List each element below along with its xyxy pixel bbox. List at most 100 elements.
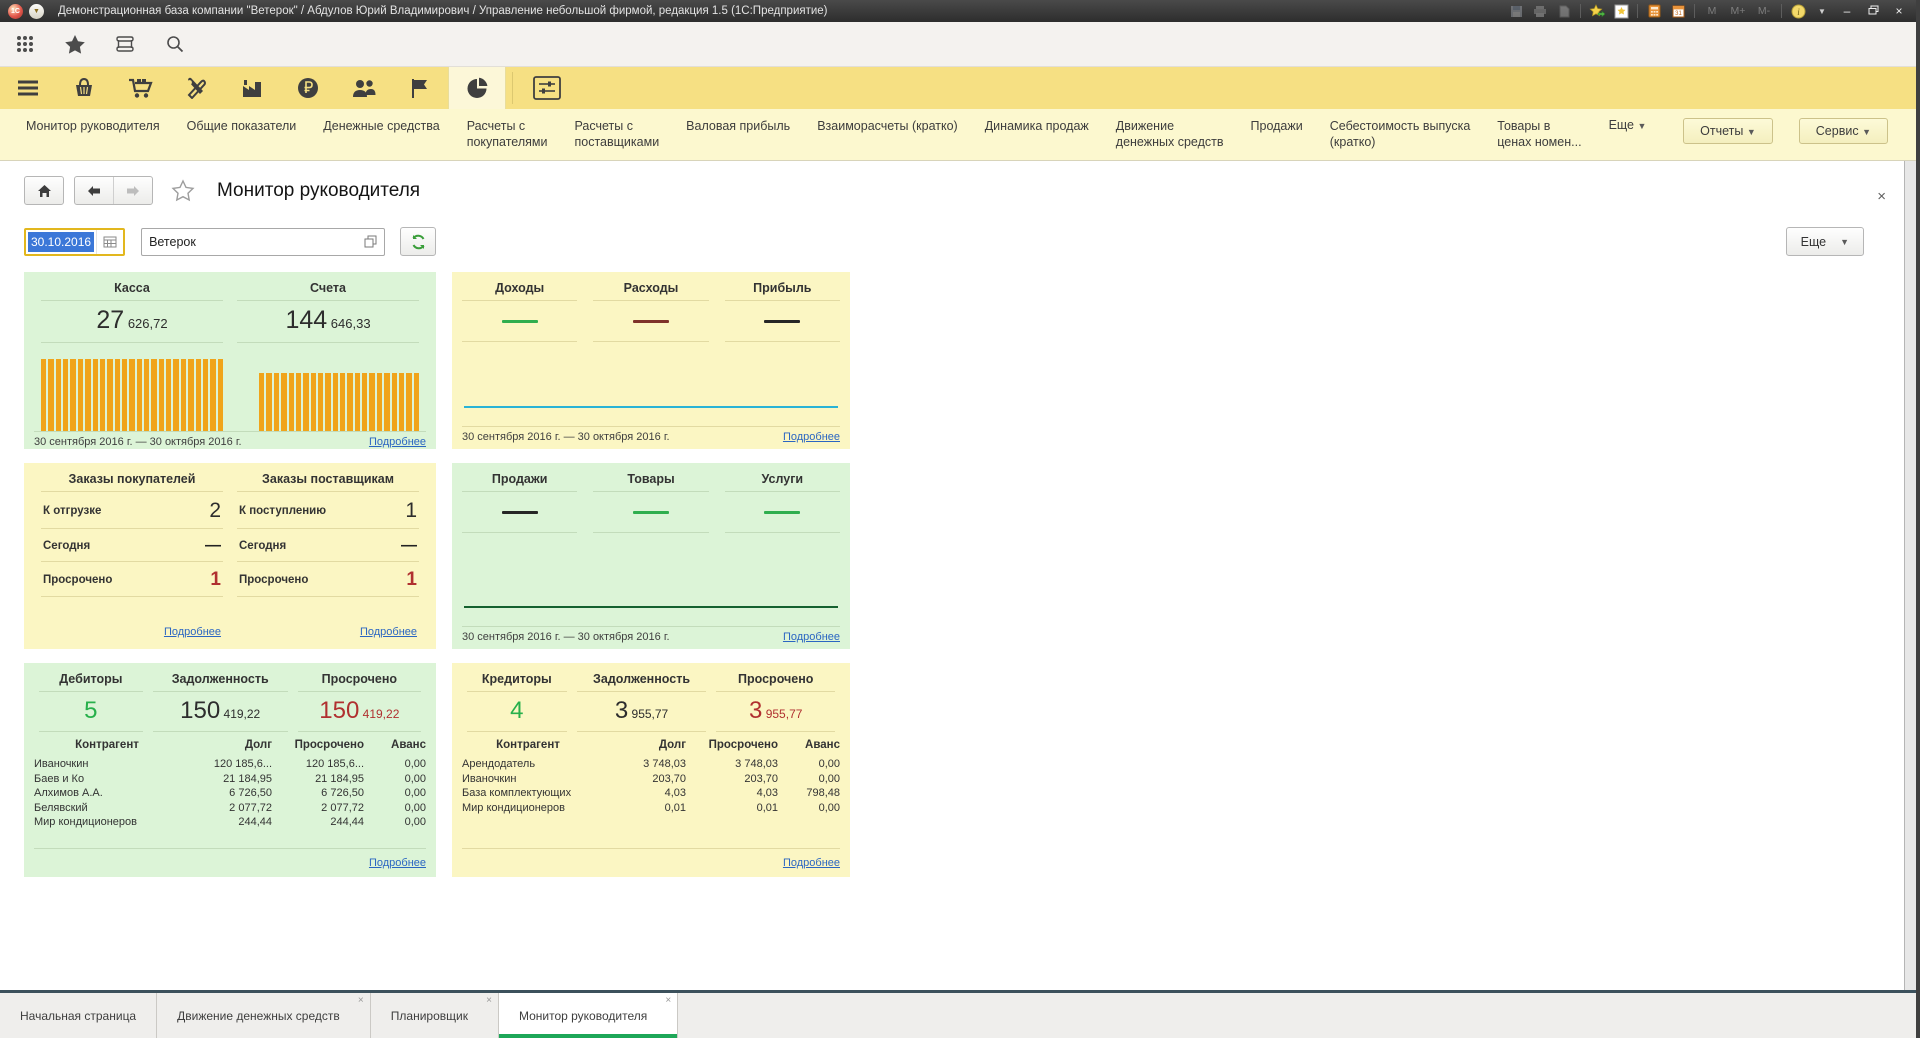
section-menu-item[interactable]: Расчеты с поставщиками: [574, 119, 660, 149]
taskbar-tab[interactable]: Начальная страница: [0, 993, 158, 1038]
spark-bar: [188, 359, 194, 431]
section-purchases-cart-icon[interactable]: [112, 67, 168, 109]
orders-details-link[interactable]: Подробнее: [163, 626, 221, 638]
home-button[interactable]: [24, 176, 64, 205]
spark-bar: [107, 359, 113, 431]
history-icon[interactable]: [114, 33, 136, 55]
filter-row: 30.10.2016 Ветерок Еще ▼: [24, 227, 1916, 256]
taskbar-tab[interactable]: Планировщик ×: [371, 993, 499, 1038]
section-menu-item[interactable]: Взаиморасчеты (кратко): [817, 119, 958, 133]
taskbar-tab-label: Начальная страница: [20, 1008, 137, 1023]
taskbar-tab[interactable]: Монитор руководителя ×: [498, 993, 679, 1038]
restore-button[interactable]: [1864, 4, 1882, 18]
date-input[interactable]: 30.10.2016: [24, 227, 126, 256]
service-button[interactable]: Сервис ▼: [1798, 118, 1888, 144]
cash-details-link[interactable]: Подробнее: [368, 436, 426, 448]
section-crm-flag-icon[interactable]: [392, 67, 448, 109]
close-tab-icon[interactable]: ×: [665, 995, 672, 1006]
section-personnel-people-icon[interactable]: [336, 67, 392, 109]
close-window-button[interactable]: ×: [1895, 4, 1903, 18]
section-menu-item[interactable]: Расчеты с покупателями: [466, 119, 548, 149]
titlebar-left: 1С ▼ Демонстрационная база компании "Вет…: [0, 3, 836, 19]
debtors-details-link[interactable]: Подробнее: [368, 857, 426, 869]
chevron-down-icon: ▼: [1840, 236, 1849, 247]
value-integer: 150: [319, 697, 360, 724]
memory-subtract-button[interactable]: M-: [1757, 5, 1771, 17]
section-analysis-pie-icon[interactable]: [448, 67, 506, 109]
forward-button[interactable]: [113, 177, 152, 204]
back-button[interactable]: [75, 177, 113, 204]
card-column-title: Заказы поставщикам: [237, 469, 419, 492]
section-money-ruble-icon[interactable]: [280, 67, 336, 109]
spark-bar: [273, 373, 280, 431]
card-column-title: Продажи: [462, 469, 578, 492]
summary-title: Задолженность: [152, 669, 288, 692]
section-menu-item[interactable]: Общие показатели: [186, 119, 297, 133]
calendar-icon[interactable]: 31: [1670, 3, 1686, 19]
cash-card: Касса 27 626,72 Счета 144 646,33 30 сентябр…: [24, 272, 436, 449]
calendar-picker-icon[interactable]: [96, 229, 123, 254]
close-tab-icon[interactable]: ×: [486, 995, 492, 1006]
finance-details-link[interactable]: Подробнее: [782, 431, 840, 443]
search-icon[interactable]: [164, 33, 186, 55]
menu-more-button[interactable]: Еще ▼: [1608, 118, 1647, 132]
minimize-button[interactable]: –: [1843, 4, 1851, 18]
print-icon[interactable]: [1532, 3, 1548, 19]
section-menu-item[interactable]: Движение денежных средств: [1115, 119, 1224, 149]
favorites-star-icon[interactable]: [64, 33, 86, 55]
choose-from-list-icon[interactable]: [357, 229, 384, 255]
taskbar-tab[interactable]: Движение денежных средств ×: [157, 993, 371, 1038]
section-production-factory-icon[interactable]: [224, 67, 280, 109]
vertical-scrollbar[interactable]: [1904, 161, 1916, 990]
section-menu-item[interactable]: Себестоимость выпуска (кратко): [1329, 119, 1471, 149]
page-more-button[interactable]: Еще ▼: [1785, 227, 1864, 256]
orders-row: Просрочено 1: [41, 562, 223, 597]
chevron-down-icon: ▼: [1746, 127, 1756, 137]
section-settings-sliders-icon[interactable]: [519, 67, 575, 109]
sales-details-link[interactable]: Подробнее: [782, 631, 840, 643]
table-cell: 203,70: [652, 772, 686, 785]
section-menu-item[interactable]: Динамика продаж: [984, 119, 1089, 133]
card-column-title: Прибыль: [724, 278, 840, 301]
summary-title: Дебиторы: [39, 669, 143, 692]
info-dropdown-icon[interactable]: ▼: [1818, 6, 1826, 16]
info-icon[interactable]: i: [1790, 3, 1806, 19]
close-tab-icon[interactable]: ×: [357, 995, 364, 1006]
section-menu-item[interactable]: Монитор руководителя: [26, 119, 160, 133]
spark-bar: [77, 359, 84, 431]
spark-bar: [173, 359, 179, 431]
company-value[interactable]: Ветерок: [149, 234, 196, 249]
spark-bar: [180, 359, 187, 431]
spark-bar: [317, 373, 324, 431]
dashboard-cards: Касса 27 626,72 Счета 144 646,33 30 сентябр…: [24, 272, 1916, 877]
all-functions-menu-icon[interactable]: [14, 33, 36, 55]
close-page-icon[interactable]: ×: [1877, 188, 1886, 205]
section-menu-item[interactable]: Продажи: [1250, 119, 1303, 133]
calculator-icon[interactable]: [1646, 3, 1662, 19]
section-main-menu-icon[interactable]: [0, 67, 56, 109]
favorite-toggle-star-icon[interactable]: [171, 179, 195, 202]
reports-button[interactable]: Отчеты ▼: [1683, 118, 1773, 144]
section-menu-item[interactable]: Товары в ценах номен...: [1497, 119, 1582, 149]
add-favorite-icon[interactable]: [1589, 3, 1605, 19]
company-input[interactable]: Ветерок: [141, 227, 386, 256]
memory-recall-button[interactable]: M: [1707, 5, 1717, 17]
table-cell: Баев и Ко: [34, 772, 85, 785]
section-menu-item[interactable]: Денежные средства: [323, 119, 440, 133]
favorites-icon[interactable]: [1613, 3, 1629, 19]
memory-add-button[interactable]: M+: [1730, 5, 1746, 17]
print-preview-icon[interactable]: [1556, 3, 1572, 19]
date-value[interactable]: 30.10.2016: [28, 231, 95, 252]
refresh-button[interactable]: [400, 227, 437, 256]
creditors-details-link[interactable]: Подробнее: [782, 857, 840, 869]
section-menu-item[interactable]: Валовая прибыль: [686, 119, 791, 133]
orders-details-link[interactable]: Подробнее: [359, 626, 417, 638]
save-icon[interactable]: [1508, 3, 1524, 19]
summary-title: Просрочено: [716, 669, 835, 692]
orders-row-value: —: [401, 537, 417, 554]
titlebar-separator: [1580, 4, 1581, 18]
system-menu-button[interactable]: ▼: [29, 3, 44, 19]
section-works-tools-icon[interactable]: [168, 67, 224, 109]
spark-bar: [136, 359, 143, 431]
section-sales-basket-icon[interactable]: [56, 67, 112, 109]
